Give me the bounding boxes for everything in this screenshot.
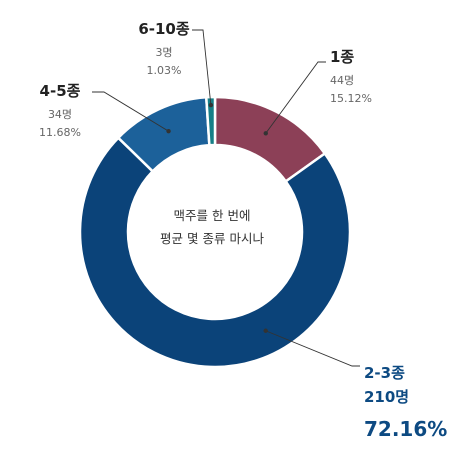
slice-label-2-3: 2-3종 <box>364 364 405 382</box>
leader-dot-4-5 <box>166 128 171 134</box>
slice-percent-4-5: 11.68% <box>39 126 81 139</box>
slice-label-6-10: 6-10종 <box>138 20 190 38</box>
slice-count-6-10: 3명 <box>155 46 172 59</box>
leader-line-6-10 <box>192 29 212 106</box>
donut-slice-2-3종 <box>78 136 352 369</box>
leader-line-1 <box>265 61 326 134</box>
leader-dot-1 <box>263 131 268 136</box>
leader-dot-6-10 <box>208 102 214 108</box>
slice-percent-6-10: 1.03% <box>147 64 182 77</box>
slice-count-2-3: 210명 <box>364 388 409 406</box>
center-label-line-1: 맥주를 한 번에 <box>174 208 251 223</box>
donut-slices <box>78 95 352 369</box>
leader-dot-2-3 <box>263 328 268 333</box>
leader-line-4-5 <box>92 91 169 132</box>
slice-percent-1: 15.12% <box>330 92 372 105</box>
slice-percent-2-3: 72.16% <box>364 417 447 441</box>
slice-label-1: 1종 <box>330 48 354 66</box>
leader-lines <box>92 29 360 367</box>
leader-line-2-3 <box>265 330 360 367</box>
slice-count-1: 44명 <box>330 74 354 87</box>
slice-label-4-5: 4-5종 <box>40 82 81 100</box>
slice-count-4-5: 34명 <box>48 108 72 121</box>
center-label-line-2: 평균 몇 종류 마시나 <box>160 231 264 246</box>
donut-slice-6-10종 <box>204 95 217 147</box>
